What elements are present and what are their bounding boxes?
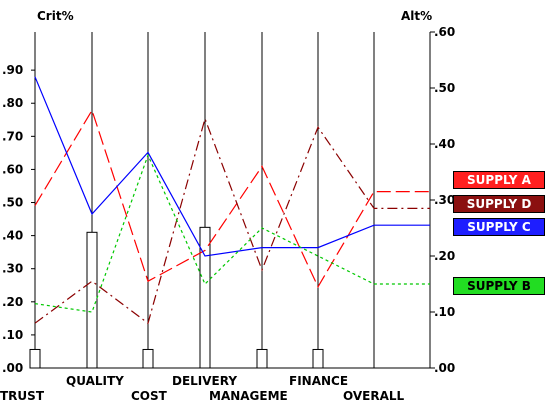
right-axis-label: Alt% <box>401 9 432 23</box>
left-tick-label: .80 <box>2 96 23 110</box>
left-tick-label: .70 <box>2 129 23 143</box>
criterion-label: FINANCE <box>289 374 348 388</box>
legend-item[interactable]: SUPPLY C <box>453 218 545 236</box>
legend-item[interactable]: SUPPLY A <box>453 171 545 189</box>
criterion-label: QUALITY <box>66 374 124 388</box>
legend-item[interactable]: SUPPLY D <box>453 195 545 213</box>
criterion-weight-bar <box>86 231 98 369</box>
criterion-label: OVERALL <box>343 389 405 403</box>
legend-item[interactable]: SUPPLY B <box>453 277 545 295</box>
right-tick-label: .50 <box>434 81 455 95</box>
right-tick-label: .60 <box>434 25 455 39</box>
criterion-weight-bar <box>256 348 268 369</box>
criterion-weight-bar <box>312 348 324 369</box>
left-tick-label: .50 <box>2 196 23 210</box>
left-axis-label: Crit% <box>37 9 74 23</box>
criterion-label: TRUST <box>0 389 45 403</box>
left-tick-label: .40 <box>2 229 23 243</box>
criterion-weight-bar <box>29 348 41 369</box>
right-tick-label: .40 <box>434 137 455 151</box>
criterion-weight-bar <box>142 348 154 369</box>
series-line <box>34 153 430 313</box>
right-tick-label: .10 <box>434 305 455 319</box>
series-line <box>34 116 430 325</box>
series-line <box>34 108 430 289</box>
left-tick-label: .20 <box>2 295 23 309</box>
right-tick-label: .20 <box>434 249 455 263</box>
series-line <box>34 76 430 257</box>
criterion-label: COST <box>131 389 168 403</box>
right-tick-label: .30 <box>434 193 455 207</box>
left-tick-label: .10 <box>2 328 23 342</box>
criterion-label: MANAGEME <box>209 389 288 403</box>
left-tick-label: .60 <box>2 162 23 176</box>
left-tick-label: .90 <box>2 63 23 77</box>
left-tick-label: .30 <box>2 262 23 276</box>
left-tick-label: .00 <box>2 361 23 375</box>
criterion-weight-bar <box>199 226 211 369</box>
right-tick-label: .00 <box>434 361 455 375</box>
criterion-label: DELIVERY <box>172 374 237 388</box>
